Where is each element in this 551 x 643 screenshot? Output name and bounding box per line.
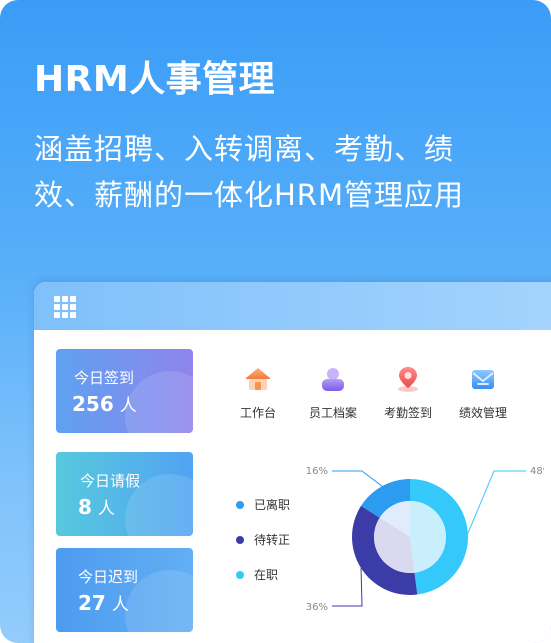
app-attendance[interactable]: 考勤签到 xyxy=(373,364,443,421)
legend-dot xyxy=(236,570,244,579)
legend-dot xyxy=(236,535,244,544)
app-label: 考勤签到 xyxy=(383,406,432,420)
legend-dot xyxy=(236,500,244,509)
employee-icon xyxy=(318,364,348,394)
legend-label: 已离职 xyxy=(254,498,291,512)
panel-header xyxy=(34,282,551,330)
stat-value-wrap: 256 人 xyxy=(72,391,137,416)
stat-unit: 人 xyxy=(97,499,115,519)
slice-resigned-inner xyxy=(379,501,410,537)
stat-unit: 人 xyxy=(111,595,129,615)
stat-label: 今日签到 xyxy=(74,369,135,387)
legend-label: 待转正 xyxy=(254,533,291,547)
stat-value-wrap: 27 人 xyxy=(78,590,129,615)
data-label: 36% xyxy=(306,602,328,612)
app-label: 工作台 xyxy=(239,406,276,420)
employee-status-pie-chart: 16% 48% 36% xyxy=(306,466,544,612)
stat-value: 256 xyxy=(72,392,114,416)
app-performance[interactable]: 绩效管理 xyxy=(448,364,518,421)
page-subtitle: 涵盖招聘、入转调离、考勤、绩效、薪酬的一体化HRM管理应用 xyxy=(34,132,464,212)
stat-label: 今日迟到 xyxy=(78,568,139,586)
legend-label: 在职 xyxy=(254,568,279,582)
slice-employed xyxy=(410,479,468,595)
data-label: 16% xyxy=(306,466,328,477)
app-employee-files[interactable]: 员工档案 xyxy=(298,364,368,421)
data-label: 48% xyxy=(530,466,544,477)
leader-line xyxy=(332,470,383,487)
stat-card-checkin[interactable]: 今日签到 256 人 xyxy=(56,349,193,433)
legend-item-probation: 待转正 xyxy=(236,531,290,548)
stat-value: 8 xyxy=(78,495,92,519)
stat-card-late[interactable]: 今日迟到 27 人 xyxy=(56,548,193,632)
mail-icon xyxy=(468,364,498,394)
app-workbench[interactable]: 工作台 xyxy=(223,364,293,421)
stat-value: 27 xyxy=(78,591,106,615)
legend-item-employed: 在职 xyxy=(236,566,278,583)
slice-resigned xyxy=(361,479,410,518)
leader-line xyxy=(467,470,526,534)
app-label: 绩效管理 xyxy=(458,406,507,420)
app-label: 员工档案 xyxy=(308,406,357,420)
stat-unit: 人 xyxy=(119,396,137,416)
house-icon xyxy=(243,364,273,394)
location-pin-icon xyxy=(393,364,423,394)
slice-probation xyxy=(352,505,418,595)
app-grid-icon[interactable] xyxy=(54,296,76,318)
leader-line xyxy=(332,568,363,607)
slice-probation-inner xyxy=(374,517,415,573)
slice-employed-inner xyxy=(410,501,446,573)
stat-label: 今日请假 xyxy=(80,472,141,490)
page-title: HRM人事管理 xyxy=(34,59,276,100)
legend-item-resigned: 已离职 xyxy=(236,496,290,513)
